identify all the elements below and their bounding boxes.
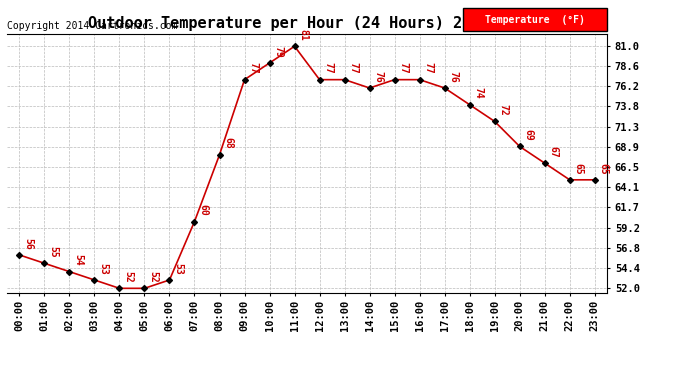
Text: 77: 77 xyxy=(248,62,259,74)
Text: 74: 74 xyxy=(474,87,484,99)
Text: 77: 77 xyxy=(324,62,334,74)
Text: 68: 68 xyxy=(224,138,234,149)
Text: 52: 52 xyxy=(148,271,159,283)
FancyBboxPatch shape xyxy=(463,8,607,31)
Text: 53: 53 xyxy=(174,262,184,274)
Text: 54: 54 xyxy=(74,254,83,266)
Text: Copyright 2014 Cartronics.com: Copyright 2014 Cartronics.com xyxy=(7,21,177,31)
Text: 72: 72 xyxy=(499,104,509,116)
Text: 77: 77 xyxy=(399,62,408,74)
Text: 79: 79 xyxy=(274,46,284,57)
Text: 60: 60 xyxy=(199,204,208,216)
Text: 65: 65 xyxy=(599,162,609,174)
Text: 77: 77 xyxy=(348,62,359,74)
Text: 53: 53 xyxy=(99,262,108,274)
Text: 65: 65 xyxy=(574,162,584,174)
Text: 77: 77 xyxy=(424,62,434,74)
Text: 56: 56 xyxy=(23,238,34,249)
Text: 67: 67 xyxy=(549,146,559,158)
Text: 55: 55 xyxy=(48,246,59,258)
Text: 69: 69 xyxy=(524,129,534,141)
Text: 81: 81 xyxy=(299,29,308,41)
Text: 76: 76 xyxy=(448,71,459,82)
Title: Outdoor Temperature per Hour (24 Hours) 20140525: Outdoor Temperature per Hour (24 Hours) … xyxy=(88,16,526,31)
Text: 76: 76 xyxy=(374,71,384,82)
Text: 52: 52 xyxy=(124,271,134,283)
Text: Temperature  (°F): Temperature (°F) xyxy=(485,15,585,24)
